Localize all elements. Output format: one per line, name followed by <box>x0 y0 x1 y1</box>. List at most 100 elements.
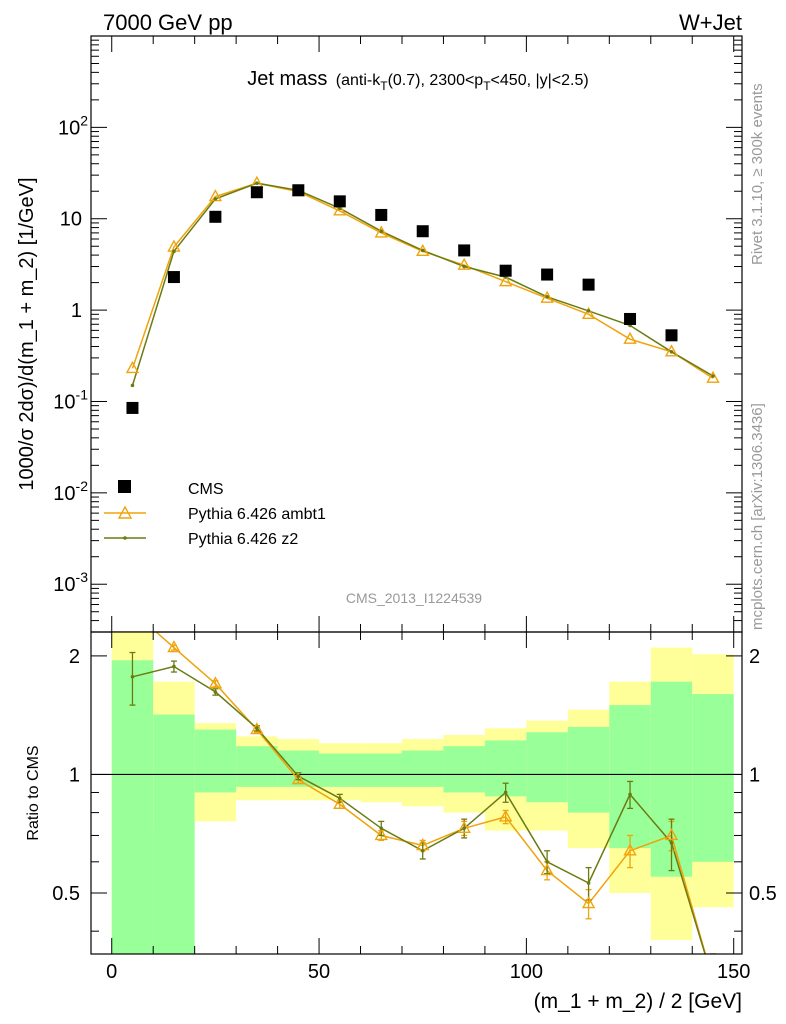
ratio-y-tick-label: 0.5 <box>52 883 80 905</box>
cms-point <box>499 264 512 277</box>
header-energy-label: 7000 GeV pp <box>103 10 233 35</box>
x-tick-label: 150 <box>717 961 750 983</box>
cms-point <box>375 208 388 221</box>
ambt1-point <box>125 360 140 374</box>
legend-ambt1-label: Pythia 6.426 ambt1 <box>188 506 326 523</box>
ratio-ambt1-point <box>581 896 596 909</box>
ambt1-point <box>416 243 430 257</box>
ambt1-point <box>498 274 513 287</box>
main-y-axis-label: 1000/σ 2dσ)/d(m_1 + m_2) [1/GeV] <box>16 177 38 490</box>
ratio-z2-point <box>172 664 176 669</box>
ratio-ambt1-point <box>333 796 347 809</box>
z2-point <box>462 264 466 269</box>
rivet-version-label: Rivet 3.1.10, ≥ 300k events <box>749 83 766 265</box>
ambt1-point <box>540 290 554 303</box>
ambt1-point <box>333 203 347 216</box>
ratio-ambt1-point <box>208 676 223 689</box>
ratio-ambt1-point <box>374 827 388 841</box>
ambt1-point <box>623 331 637 344</box>
ratio-plot-y-tick-labels: 0.5 0.5 1 1 2 2 <box>52 646 777 905</box>
ambt1-point <box>664 344 679 357</box>
ratio-ambt1-point <box>540 863 554 876</box>
x-tick-label: 100 <box>510 961 543 983</box>
ratio-inner-band <box>194 729 237 793</box>
y-tick-label-1: 1 <box>71 300 82 322</box>
title-suffix-sub1: T <box>380 79 388 93</box>
ratio-z2-point <box>420 848 425 853</box>
ratio-z2-point <box>130 674 135 679</box>
x-tick-label: 50 <box>308 961 330 983</box>
ratio-z2-point <box>379 826 384 831</box>
analysis-watermark: CMS_2013_I1224539 <box>346 590 482 606</box>
ratio-z2-point <box>711 979 715 983</box>
header-process-label: W+Jet <box>679 10 742 35</box>
ratio-plot-ticks <box>91 632 742 954</box>
y-tick-label-1e2: 102 <box>58 112 88 139</box>
z2-point <box>711 374 715 378</box>
ratio-z2-point <box>462 826 466 831</box>
ratio-z2-point <box>255 726 259 731</box>
ratio-z2-point <box>545 860 549 864</box>
legend-z2-label: Pythia 6.426 z2 <box>188 531 298 548</box>
ambt1-point <box>706 370 720 383</box>
ratio-z2-point <box>503 790 508 795</box>
cms-point <box>292 184 305 197</box>
ambt1-point <box>457 257 471 270</box>
ratio-inner-band <box>526 732 568 803</box>
z2-point <box>213 197 218 201</box>
ratio-z2-point <box>628 792 632 797</box>
mcplots-reference-label: mcplots.cern.ch [arXiv:1306.3436] <box>749 403 766 630</box>
y-tick-label-1e-3: 10-3 <box>53 569 88 596</box>
ratio-inner-band <box>153 714 195 954</box>
ratio-plot-frame <box>90 631 743 955</box>
title-main: Jet mass <box>247 68 327 90</box>
ratio-z2-point <box>296 774 301 778</box>
plot-title: Jet mass (anti-kT(0.7), 2300<pT<450, |y|… <box>247 68 588 93</box>
ratio-ambt1-point <box>250 722 264 735</box>
z2-point <box>379 229 384 234</box>
ratio-ambt1-point <box>167 640 181 653</box>
cms-point <box>167 271 180 284</box>
legend: CMS Pythia 6.426 ambt1 Pythia 6.426 z2 <box>104 480 326 548</box>
main-plot-y-tick-labels: 10-3 10-2 10-1 1 10 102 <box>53 112 88 596</box>
cms-point <box>707 635 719 647</box>
legend-cms-marker <box>118 480 131 493</box>
ratio-inner-band <box>360 753 402 787</box>
ratio-z2-point <box>213 690 218 694</box>
cms-point <box>624 312 637 325</box>
ratio-ambt1-point <box>457 820 471 833</box>
z2-point <box>669 349 674 354</box>
legend-cms-label: CMS <box>188 481 224 498</box>
ratio-inner-band <box>111 660 154 954</box>
y-tick-label-1e-2: 10-2 <box>53 478 88 505</box>
x-tick-labels: 0 50 100 150 <box>106 961 750 983</box>
ratio-inner-band <box>401 750 444 787</box>
ratio-y-tick-label: 2 <box>69 646 80 668</box>
title-suffix-part3: <450, |y|<2.5) <box>491 72 589 89</box>
ratio-ambt1-point <box>127 605 138 615</box>
ambt1-point <box>374 225 388 238</box>
ratio-z2-point <box>586 881 591 885</box>
cms-point <box>250 186 263 199</box>
cms-point <box>333 195 346 208</box>
cms-point <box>541 268 554 281</box>
z2-point <box>255 181 259 185</box>
title-suffix-part2: (0.7), 2300<p <box>388 72 484 89</box>
cms-point <box>126 401 139 414</box>
z2-point <box>130 383 135 388</box>
ratio-plot-panel: 0.5 0.5 1 1 2 2 0 50 100 150 Ratio to CMS (m_1 +… <box>25 605 777 1013</box>
ratio-y-tick-label-right: 0.5 <box>749 883 777 905</box>
cms-point <box>458 244 471 257</box>
ratio-inner-band <box>443 746 485 793</box>
ambt1-point <box>581 306 596 319</box>
main-plot-marks <box>125 175 720 647</box>
ratio-y-tick-label: 1 <box>69 764 80 786</box>
ratio-inner-band <box>236 746 278 787</box>
main-plot-ticks <box>91 36 742 633</box>
ratio-z2-point <box>669 841 674 845</box>
x-tick-label: 0 <box>106 961 117 983</box>
cms-point <box>416 225 429 238</box>
ratio-ambt1-point <box>623 843 637 856</box>
